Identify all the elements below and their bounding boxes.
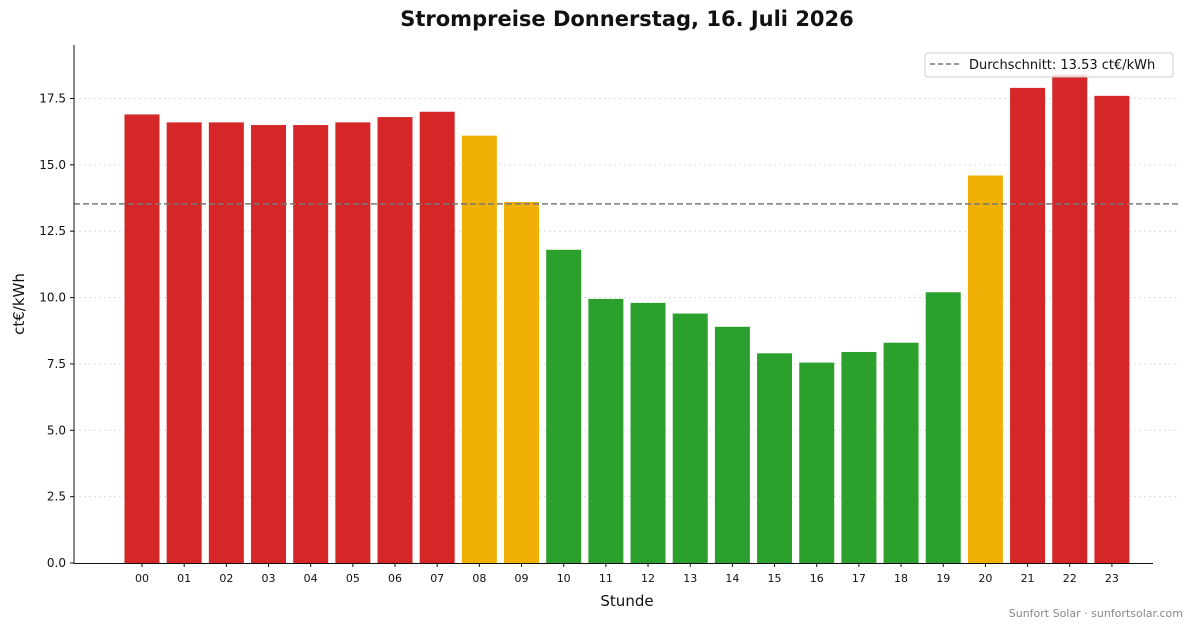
x-tick-label: 19: [936, 572, 950, 585]
bar-10: [546, 249, 582, 563]
x-tick-label: 00: [135, 572, 149, 585]
footer-credit: Sunfort Solar · sunfortsolar.com: [1009, 607, 1183, 620]
y-tick-label: 17.5: [39, 92, 66, 106]
x-tick-label: 11: [599, 572, 613, 585]
y-tick-label: 15.0: [39, 158, 66, 172]
bar-07: [419, 111, 455, 564]
y-tick-label: 12.5: [39, 224, 66, 238]
x-tick-label: 23: [1105, 572, 1119, 585]
x-tick-label: 13: [683, 572, 697, 585]
bar-15: [757, 353, 793, 563]
x-tick-label: 09: [515, 572, 529, 585]
bar-17: [841, 351, 877, 563]
bars: [124, 74, 1130, 564]
bar-12: [630, 302, 666, 563]
x-tick-label: 12: [641, 572, 655, 585]
bar-01: [166, 122, 202, 563]
bar-22: [1052, 74, 1088, 564]
x-tick-label: 04: [304, 572, 318, 585]
bar-03: [251, 125, 287, 564]
x-tick-label: 07: [430, 572, 444, 585]
x-tick-label: 14: [725, 572, 739, 585]
bar-09: [504, 202, 540, 563]
legend-box: [924, 52, 1174, 78]
legend-label: Durchschnitt: 13.53 ct€/kWh: [969, 58, 1155, 73]
x-tick-label: 22: [1063, 572, 1077, 585]
bar-00: [124, 114, 160, 563]
x-tick-label: 21: [1021, 572, 1035, 585]
x-tick-label: 08: [472, 572, 486, 585]
x-tick-label: 17: [852, 572, 866, 585]
x-ticks: 00 01 02 03 04 05 06 07 08 09 10 11 12 13 14 15 16 17 18 19…: [135, 563, 1119, 585]
legend: Durchschnitt: 13.53 ct€/kWh: [924, 52, 1174, 78]
y-tick-label: 10.0: [39, 291, 66, 305]
bar-06: [377, 117, 413, 563]
x-tick-label: 05: [346, 572, 360, 585]
y-tick-label: 5.0: [47, 423, 66, 437]
y-tick-label: 2.5: [47, 490, 66, 504]
bar-20: [967, 175, 1003, 563]
bar-05: [335, 122, 371, 563]
x-tick-label: 10: [557, 572, 571, 585]
bar-04: [293, 125, 329, 564]
bar-18: [883, 342, 919, 563]
x-tick-label: 03: [262, 572, 276, 585]
x-tick-label: 01: [177, 572, 191, 585]
x-axis-label: Stunde: [600, 592, 653, 610]
bar-23: [1094, 95, 1130, 564]
bar-11: [588, 298, 624, 563]
bar-19: [925, 292, 961, 563]
y-axis-label: ct€/kWh: [10, 273, 28, 335]
bar-13: [672, 313, 708, 563]
y-tick-label: 7.5: [47, 357, 66, 371]
x-tick-label: 02: [219, 572, 233, 585]
bar-14: [714, 326, 750, 563]
bar-08: [461, 135, 497, 563]
x-tick-label: 20: [978, 572, 992, 585]
y-tick-label: 0.0: [47, 556, 66, 570]
x-tick-label: 18: [894, 572, 908, 585]
x-tick-label: 16: [810, 572, 824, 585]
y-ticks: 0.0 2.5 5.0 7.5 10.0 12.5 15.0 17.5: [39, 92, 74, 570]
x-tick-label: 06: [388, 572, 402, 585]
chart-title: Strompreise Donnerstag, 16. Juli 2026: [400, 7, 854, 31]
bar-16: [799, 362, 835, 563]
bar-02: [208, 122, 244, 563]
x-tick-label: 15: [768, 572, 782, 585]
bar-21: [1010, 87, 1046, 563]
